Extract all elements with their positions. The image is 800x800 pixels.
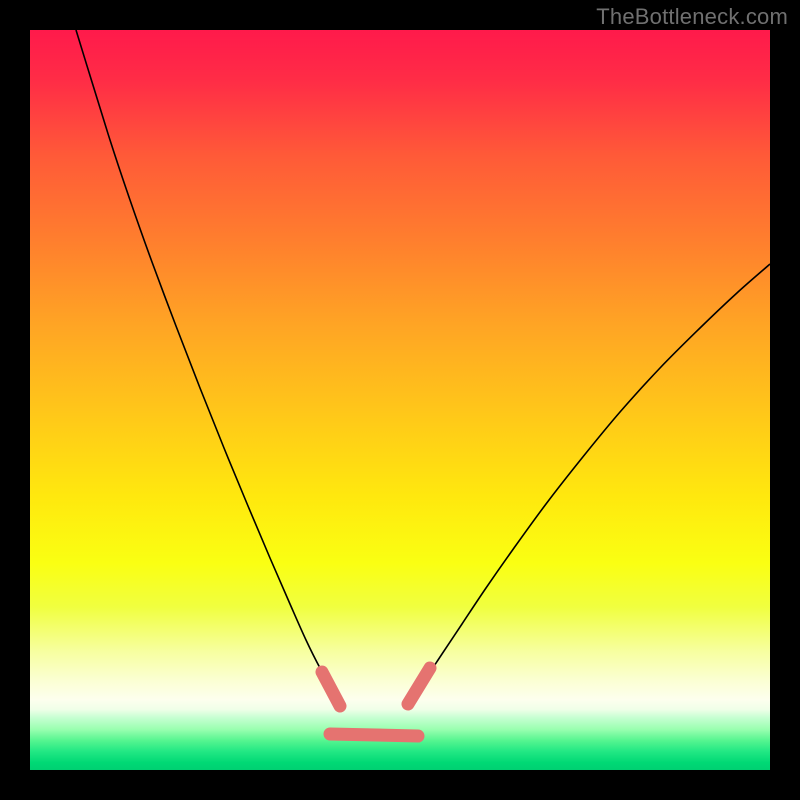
- watermark-text: TheBottleneck.com: [596, 4, 788, 30]
- marker-segment-1: [330, 734, 418, 736]
- gradient-background: [30, 30, 770, 770]
- bottleneck-chart: [0, 0, 800, 800]
- chart-container: TheBottleneck.com: [0, 0, 800, 800]
